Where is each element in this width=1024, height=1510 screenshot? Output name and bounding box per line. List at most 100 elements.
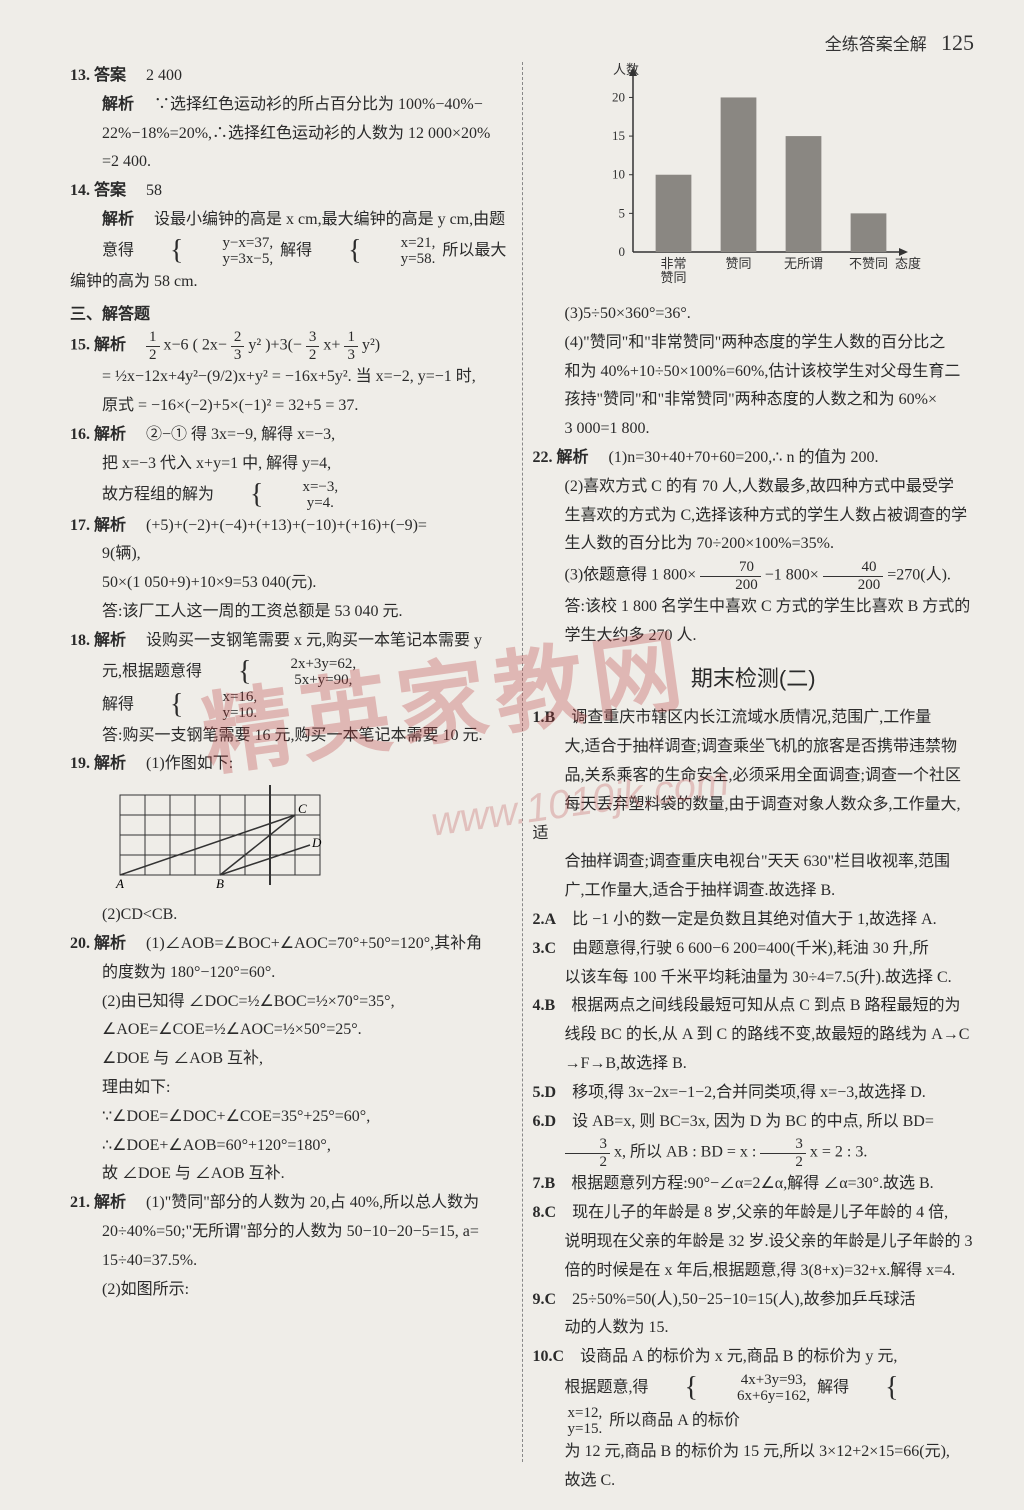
svg-text:态度: 态度 <box>895 256 921 271</box>
q19-num: 19. <box>70 755 90 772</box>
q14-l1t: 设最小编钟的高是 x cm,最大编钟的高是 y cm,由题 <box>154 211 505 228</box>
a10-n: 10.C <box>533 1348 565 1365</box>
q22-l4: 生人数的百分比为 70÷200×100%=35%. <box>533 530 975 559</box>
bar-chart: 51015200非常赞同赞同无所谓不赞同人数态度 <box>583 62 923 292</box>
svg-text:赞同: 赞同 <box>661 270 687 285</box>
q18-eq2: x=16,y=10. <box>187 689 260 722</box>
q13-line1: 13. 答案 2 400 <box>70 62 512 91</box>
q15-t2: ( <box>193 337 198 354</box>
q15-label: 解析 <box>94 337 126 354</box>
a8: 8.C 现在儿子的年龄是 8 岁,父亲的年龄是儿子年龄的 4 倍, <box>533 1199 975 1228</box>
q16-l3a: 故方程组的解为 <box>102 486 214 503</box>
q20-l7: ∵∠DOE=∠DOC+∠COE=35°+25°=60°, <box>70 1103 512 1132</box>
q21-l3: 15÷40=37.5%. <box>70 1247 512 1276</box>
a8-t3: 倍的时候是在 x 年后,根据题意,得 3(8+x)=32+x.解得 x=4. <box>533 1257 975 1286</box>
a2: 2.A 比 −1 小的数一定是负数且其绝对值大于 1,故选择 A. <box>533 906 975 935</box>
q20-label: 解析 <box>94 935 126 952</box>
q22-num: 22. <box>533 449 553 466</box>
q20-num: 20. <box>70 935 90 952</box>
q20-l1: 20. 解析 (1)∠AOB=∠BOC+∠AOC=70°+50°=120°,其补… <box>70 930 512 959</box>
a5-n: 5.D <box>533 1084 557 1101</box>
a4-n: 4.B <box>533 997 556 1014</box>
q14-l2b: 解得 <box>280 242 312 259</box>
label-D: D <box>311 835 322 850</box>
a6-n: 6.D <box>533 1113 557 1130</box>
q17-label: 解析 <box>94 517 126 534</box>
section3-title: 三、解答题 <box>70 301 512 330</box>
frac-3-2: 32 <box>306 329 320 363</box>
q20-l1t: (1)∠AOB=∠BOC+∠AOC=70°+50°=120°,其补角 <box>146 935 482 952</box>
q19-label: 解析 <box>94 755 126 772</box>
q16-l2: 把 x=−3 代入 x+y=1 中, 解得 y=4, <box>70 450 512 479</box>
q21-num: 21. <box>70 1194 90 1211</box>
brace-icon: { <box>206 664 251 681</box>
c21-4b: 和为 40%+10÷50×100%=60%,估计该校学生对父母生育二 <box>533 358 975 387</box>
q18-eq1: 2x+3y=62,5x+y=90, <box>255 656 359 689</box>
q17-l1: 17. 解析 (+5)+(−2)+(−4)+(+13)+(−10)+(+16)+… <box>70 512 512 541</box>
q14-eq2: x=21,y=58. <box>366 235 439 268</box>
frac-3-2b: 32 <box>760 1136 806 1170</box>
svg-text:人数: 人数 <box>613 62 639 77</box>
a4-t2: 线段 BC 的长,从 A 到 C 的路线不变,故最短的路线为 A→C <box>533 1021 975 1050</box>
a7-t: 根据题意列方程:90°−∠α=2∠α,解得 ∠α=30°.故选 B. <box>571 1175 933 1192</box>
a10-eq1: 4x+3y=93,6x+6y=162, <box>702 1372 813 1405</box>
c21-3: (3)5÷50×360°=36°. <box>533 300 975 329</box>
q17-l2: 9(辆), <box>70 540 512 569</box>
q21-l1t: (1)"赞同"部分的人数为 20,占 40%,所以总人数为 <box>146 1194 479 1211</box>
q16-label: 解析 <box>94 426 126 443</box>
a1-n: 1.B <box>533 709 556 726</box>
q19-l2: (2)CD<CB. <box>70 901 512 930</box>
svg-text:20: 20 <box>612 89 625 104</box>
label-C: C <box>298 801 307 816</box>
header-label: 全练答案全解 <box>825 35 927 54</box>
brace-icon: { <box>218 487 263 504</box>
q14-eq1: y−x=37,y=3x−5, <box>187 235 276 268</box>
a10-t2a: 根据题意,得 <box>565 1379 649 1396</box>
q16-l3: 故方程组的解为 { x=−3,y=4. <box>70 479 512 512</box>
q20-l8: ∴∠DOE+∠AOB=60°+120°=180°, <box>70 1132 512 1161</box>
q22-l1t: (1)n=30+40+70+60=200,∴ n 的值为 200. <box>609 449 879 466</box>
frac-2-3: 23 <box>231 329 245 363</box>
a9: 9.C 25÷50%=50(人),50−25−10=15(人),故参加乒乓球活 <box>533 1286 975 1315</box>
q14-num: 14. <box>70 182 90 199</box>
a1: 1.B 调查重庆市辖区内长江流域水质情况,范围广,工作量 <box>533 704 975 733</box>
frac-1-2: 12 <box>146 329 160 363</box>
q21-label: 解析 <box>94 1194 126 1211</box>
q17-l3: 50×(1 050+9)+10×9=53 040(元). <box>70 569 512 598</box>
a10-t3: 为 12 元,商品 B 的标价为 15 元,所以 3×12+2×15=66(元)… <box>533 1438 975 1467</box>
q22-l5: (3)依题意得 1 800× 70200 −1 800× 40200 =270(… <box>533 559 975 593</box>
q19-l1t: (1)作图如下: <box>146 755 233 772</box>
q18-l3a: 解得 <box>102 696 134 713</box>
a10: 10.C 设商品 A 的标价为 x 元,商品 B 的标价为 y 元, <box>533 1343 975 1372</box>
q18-label: 解析 <box>94 632 126 649</box>
right-column: 51015200非常赞同赞同无所谓不赞同人数态度 (3)5÷50×360°=36… <box>523 62 985 1462</box>
svg-text:5: 5 <box>619 205 626 220</box>
q17-l4: 答:该厂工人这一周的工资总额是 53 040 元. <box>70 598 512 627</box>
q15-t3: 2x− <box>202 337 227 354</box>
a10-eq2: x=12,y=15. <box>533 1405 606 1438</box>
frac-3-2a: 32 <box>565 1136 611 1170</box>
q22-l5a: (3)依题意得 1 800× <box>565 567 697 584</box>
q15-l2: = ½x−12x+4y²−(9/2)x+y² = −16x+5y². 当 x=−… <box>70 363 512 392</box>
left-column: 13. 答案 2 400 解析 ∵选择红色运动衫的所占百分比为 100%−40%… <box>60 62 523 1462</box>
label-B: B <box>216 876 224 891</box>
a8-t1: 现在儿子的年龄是 8 岁,父亲的年龄是儿子年龄的 4 倍, <box>572 1204 948 1221</box>
q18-l3: 解得 { x=16,y=10. <box>70 689 512 722</box>
exam2-title: 期末检测(二) <box>533 659 975 699</box>
q15-t5: )+3(− <box>265 337 302 354</box>
svg-text:赞同: 赞同 <box>726 256 752 271</box>
a9-t1: 25÷50%=50(人),50−25−10=15(人),故参加乒乓球活 <box>572 1291 916 1308</box>
q19-l1: 19. 解析 (1)作图如下: <box>70 750 512 779</box>
a1-t3: 品,关系乘客的生命安全,必须采用全面调查;调查一个社区 <box>533 762 975 791</box>
a4-t3: →F→B,故选择 B. <box>533 1050 975 1079</box>
a4: 4.B 根据两点之间线段最短可知从点 C 到点 B 路程最短的为 <box>533 992 975 1021</box>
a1-t2: 大,适合于抽样调查;调查乘坐飞机的旅客是否携带违禁物 <box>533 733 975 762</box>
a1-t4: 每天丢弃塑料袋的数量,由于调查对象人数众多,工作量大,适 <box>533 791 975 849</box>
q16-eq: x=−3,y=4. <box>267 479 341 512</box>
q13-exp-label: 解析 <box>102 96 134 113</box>
q22-l6: 答:该校 1 800 名学生中喜欢 C 方式的学生比喜欢 B 方式的 <box>533 593 975 622</box>
a10-t2: 根据题意,得 { 4x+3y=93,6x+6y=162, 解得 { x=12,y… <box>533 1372 975 1438</box>
q13-ans-label: 答案 <box>94 67 126 84</box>
a6-t2: 32 x, 所以 AB : BD = x : 32 x = 2 : 3. <box>533 1136 975 1170</box>
a6-t1: 设 AB=x, 则 BC=3x, 因为 D 为 BC 的中点, 所以 BD= <box>572 1113 934 1130</box>
